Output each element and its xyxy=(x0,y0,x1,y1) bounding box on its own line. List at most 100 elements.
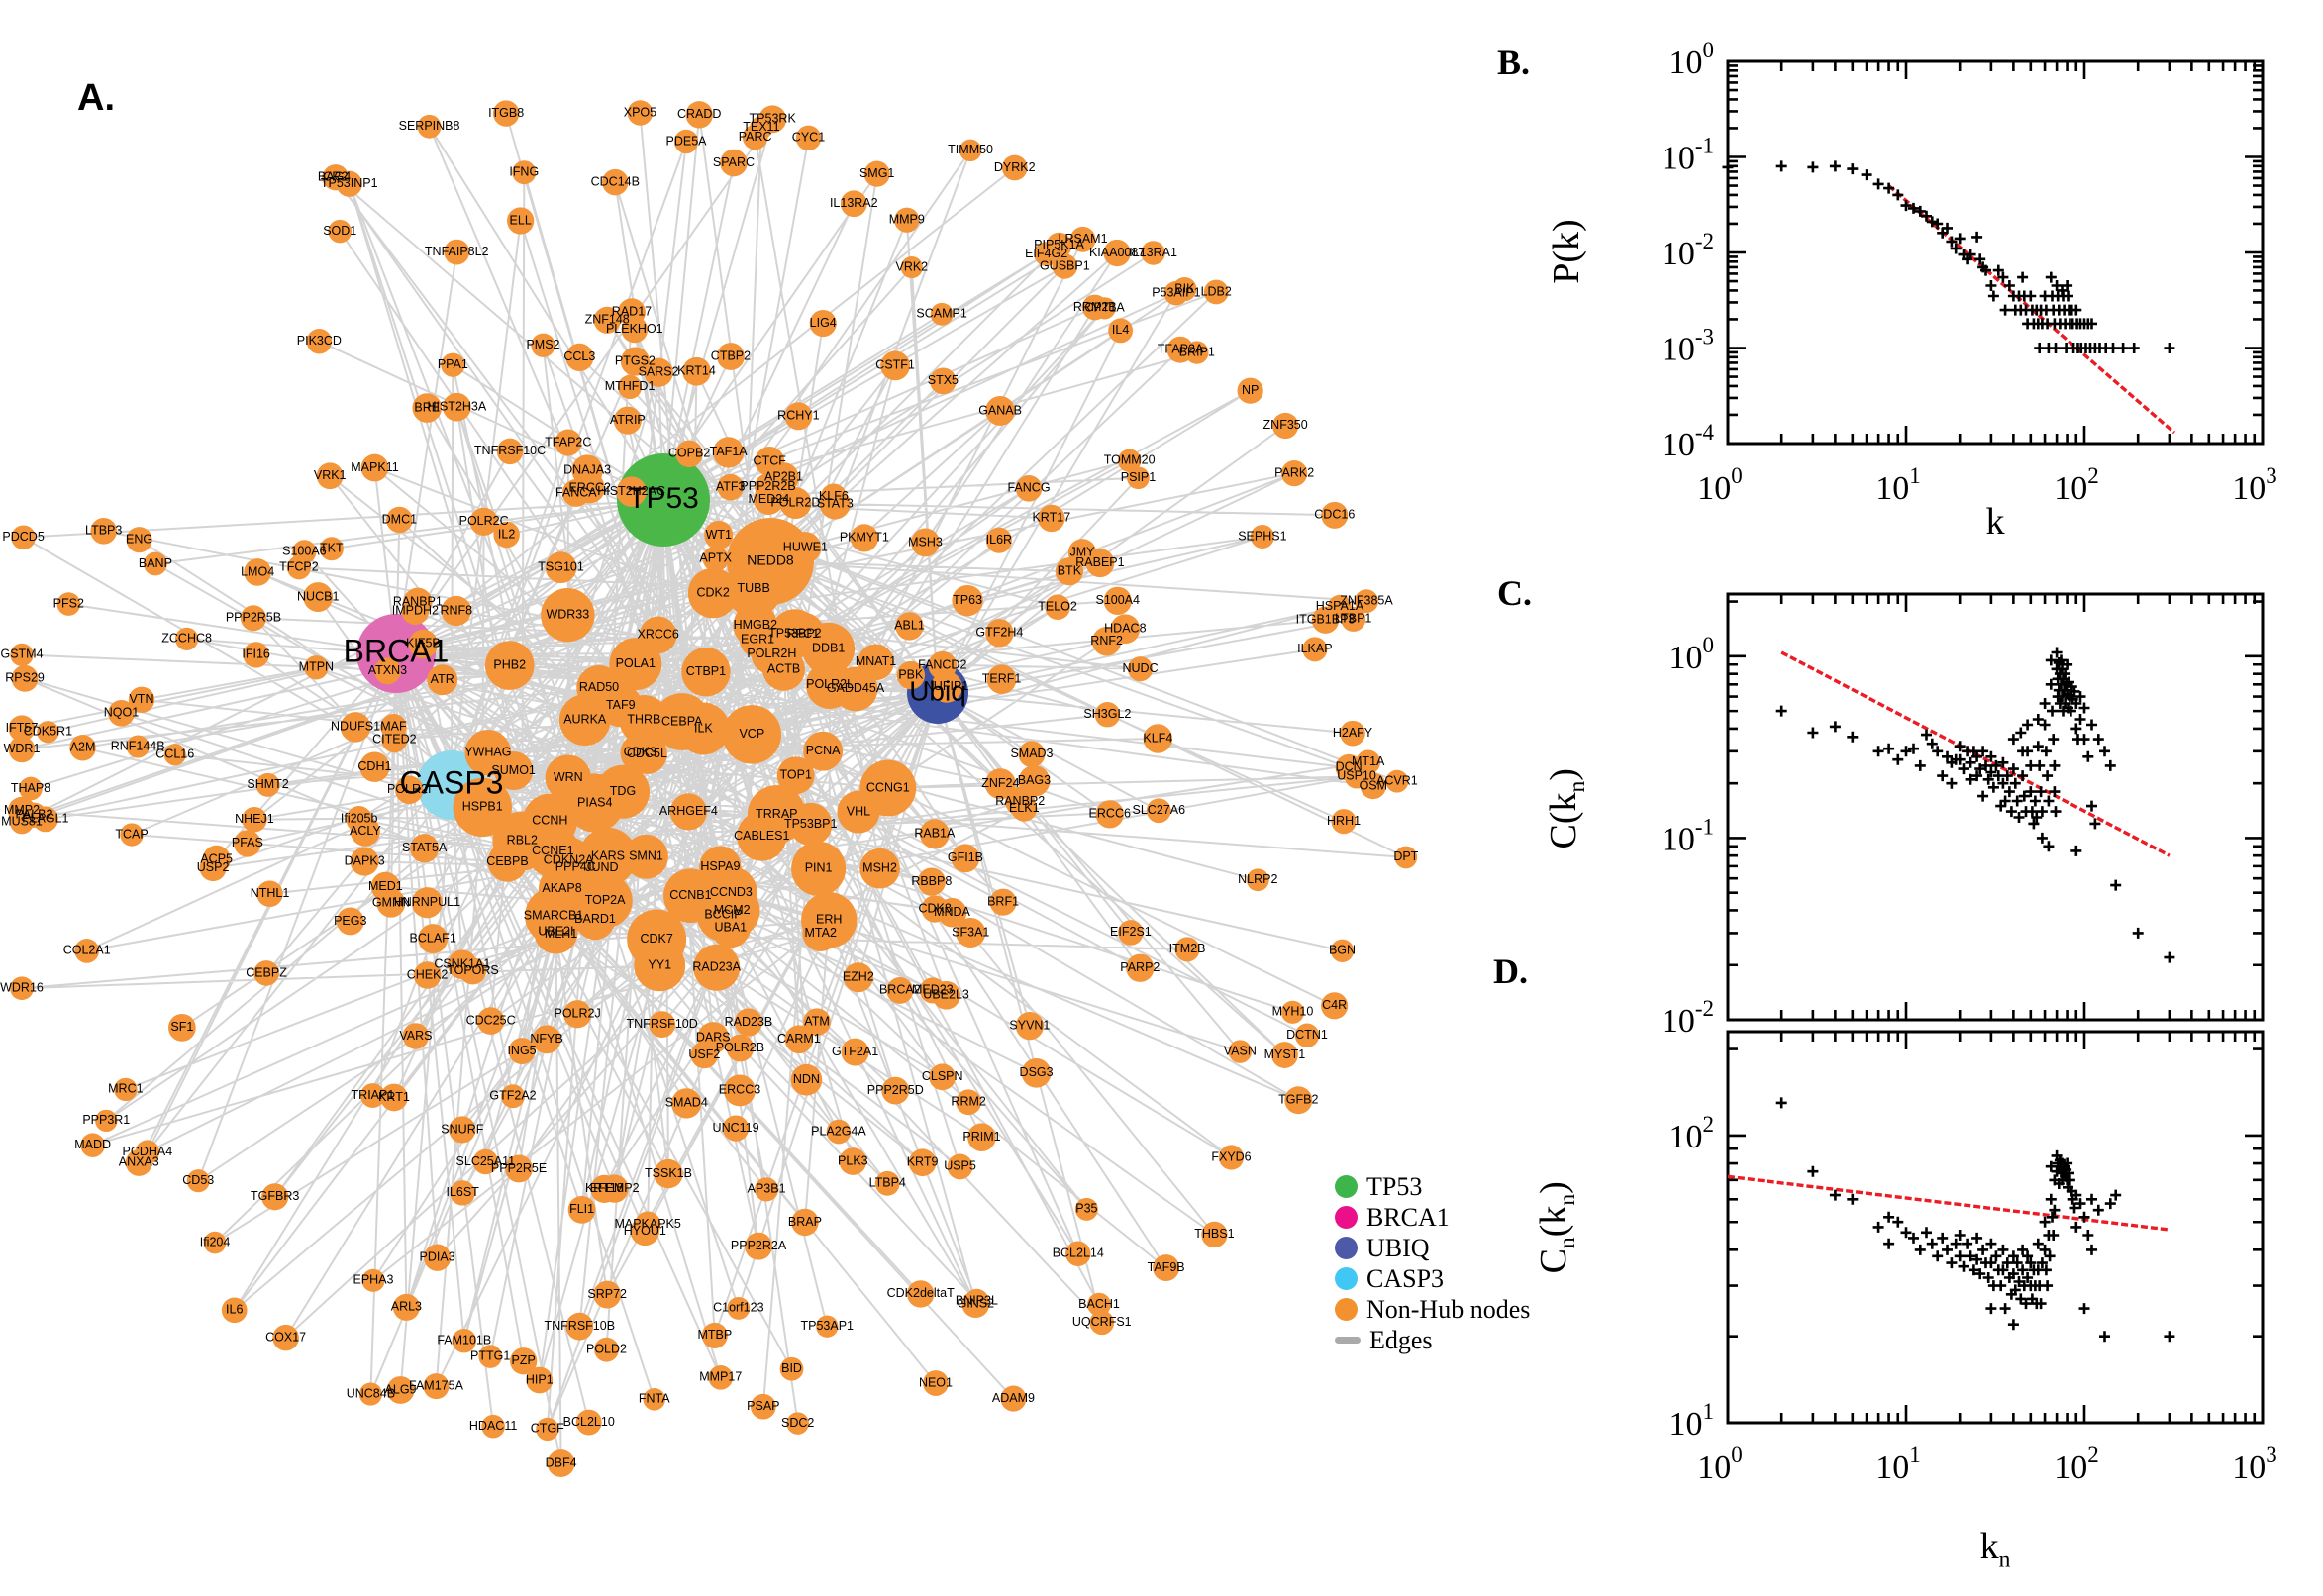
network-node-label: CDH1 xyxy=(357,759,391,773)
network-node xyxy=(624,834,668,879)
network-node-label: CLSPN xyxy=(922,1069,963,1083)
network-node xyxy=(786,1412,809,1435)
network-node-label: TP53BP1 xyxy=(784,817,838,831)
y-tick-label: 10-2 xyxy=(1662,229,1714,272)
network-node-label: CHEK2 xyxy=(407,967,449,981)
network-node-label: MTA2 xyxy=(804,926,836,940)
network-node xyxy=(574,899,616,941)
network-node xyxy=(627,734,667,774)
network-node xyxy=(850,524,878,552)
network-node-label: CDK7 xyxy=(640,932,672,946)
network-node-label: HRH1 xyxy=(1327,814,1361,828)
network-node-label: CD53 xyxy=(182,1173,214,1187)
network-node xyxy=(1203,279,1229,305)
network-node-label: ERCC2 xyxy=(568,480,610,494)
network-node xyxy=(1321,992,1349,1020)
network-node-label: HDAC8 xyxy=(1104,622,1146,636)
network-node-label: WDR16 xyxy=(0,980,44,994)
x-tick-label: 101 xyxy=(1875,1443,1921,1486)
network-node xyxy=(1074,1197,1098,1221)
network-node xyxy=(507,207,535,235)
network-node-label: CR2 xyxy=(323,170,348,184)
network-node-label: RBL2 xyxy=(507,834,538,848)
network-node-label: PFAS xyxy=(232,836,263,849)
network-node-label: MMP2 xyxy=(4,803,40,817)
network-node-label: USF2 xyxy=(688,1047,720,1061)
network-node-label: KRT17 xyxy=(1032,511,1070,525)
network-node-label: CDC5L xyxy=(627,747,667,760)
network-node xyxy=(826,1119,852,1145)
network-node xyxy=(412,393,443,423)
network-node-label: MNAT1 xyxy=(856,654,896,668)
network-node xyxy=(402,1023,430,1049)
network-node xyxy=(1394,846,1418,869)
network-node-label: ERCC3 xyxy=(719,1083,760,1097)
network-node-label: RBBP8 xyxy=(911,874,952,888)
y-tick-label: 10-4 xyxy=(1662,420,1715,463)
network-node-label: CYC1 xyxy=(792,131,825,145)
network-node-label: HSPB1 xyxy=(462,800,503,814)
network-node xyxy=(627,909,687,969)
network-node-label: POLR2H xyxy=(747,647,796,660)
network-node-label: PTGS2 xyxy=(615,353,656,367)
network-node-label: GUSBP1 xyxy=(1040,258,1090,272)
network-node-label: ACP5 xyxy=(200,851,233,865)
network-node-label: NQO1 xyxy=(104,706,139,720)
plot-frame xyxy=(1726,59,2265,446)
network-node-label: BRAP xyxy=(788,1215,822,1229)
network-node xyxy=(693,944,741,991)
network-node-label: ATM xyxy=(804,1014,829,1028)
network-node xyxy=(616,476,647,507)
network-node xyxy=(1089,1310,1115,1336)
network-node-label: MRC1 xyxy=(108,1082,143,1096)
network-node-label: CEBPB xyxy=(486,854,528,868)
network-node-label: UNC84B xyxy=(347,1386,395,1400)
network-node-label: CTBP2 xyxy=(711,349,751,362)
network-node xyxy=(381,727,408,753)
network-node-label: FAM175A xyxy=(409,1378,464,1392)
network-node xyxy=(1294,1023,1320,1047)
network-node xyxy=(734,1008,762,1037)
network-node xyxy=(444,239,470,265)
network-node xyxy=(727,1296,751,1320)
network-node-label: AP2B1 xyxy=(764,470,803,484)
network-node xyxy=(620,347,650,376)
network-node-label: TOP2A xyxy=(585,893,626,907)
network-node xyxy=(453,777,512,838)
network-node-label: MTHFD1 xyxy=(605,379,656,393)
network-node-label: THAP8 xyxy=(11,781,50,795)
network-node-label: NLRP2 xyxy=(1238,872,1277,886)
network-node-label: SDC2 xyxy=(781,1416,814,1430)
network-node-label: EZH2 xyxy=(843,970,874,984)
network-node-label: TOPORS xyxy=(447,963,499,977)
network-node-label: HYOU1 xyxy=(624,1224,666,1238)
network-node xyxy=(548,921,574,948)
network-node-label: FAM101B xyxy=(437,1333,491,1347)
network-node xyxy=(370,871,401,902)
axis-ticks xyxy=(1726,594,2265,1022)
network-node xyxy=(1103,586,1132,616)
axis-title-ckn: C(kn) xyxy=(1543,768,1590,849)
network-node-label: FLI1 xyxy=(569,1202,594,1216)
network-node xyxy=(930,367,957,395)
network-node xyxy=(917,867,946,896)
network-node xyxy=(951,844,980,873)
network-node-label: NHEJ1 xyxy=(235,812,274,826)
network-node xyxy=(126,735,150,758)
network-node xyxy=(923,1370,949,1396)
network-node xyxy=(492,100,520,127)
x-tick-label: 103 xyxy=(2232,1443,2277,1486)
network-node-label: LRSAM1 xyxy=(1059,232,1108,246)
network-node-label: BIK xyxy=(1174,281,1195,295)
legend-item-edges: Edges xyxy=(1335,1325,1530,1355)
network-node xyxy=(394,775,424,805)
network-node-label: SRP72 xyxy=(587,1287,627,1301)
network-node xyxy=(750,1393,776,1420)
legend-item-casp3: CASP3 xyxy=(1335,1263,1530,1294)
network-node xyxy=(630,1216,659,1247)
plot-frame xyxy=(1726,592,2265,1022)
network-node xyxy=(702,546,729,572)
network-node xyxy=(255,772,280,797)
